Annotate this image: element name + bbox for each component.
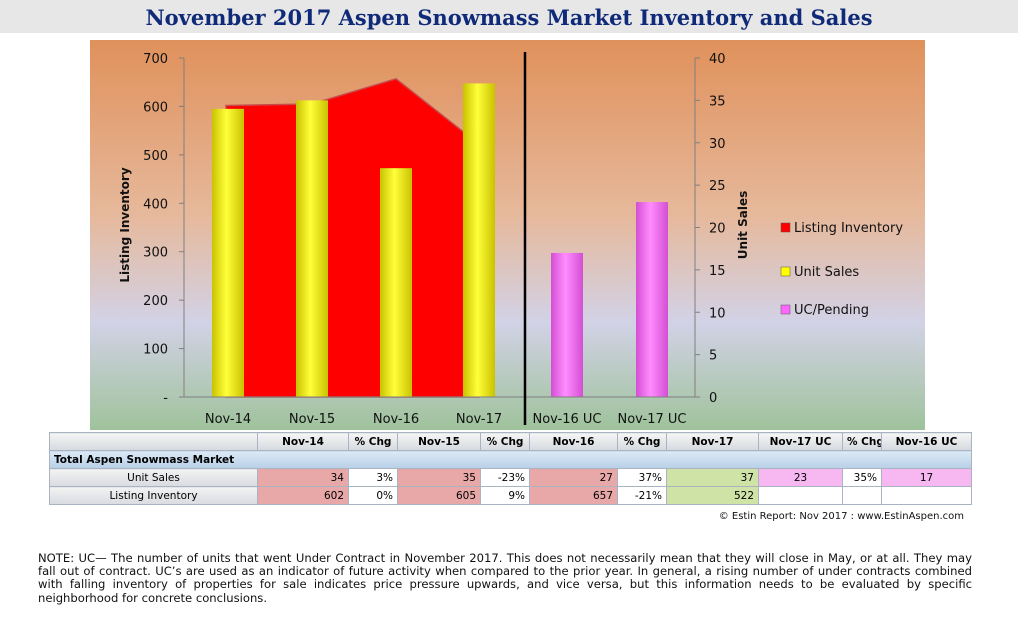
table-section-row: Total Aspen Snowmass Market [49, 450, 972, 469]
y-tick-label: - [163, 391, 168, 406]
footnote: NOTE: UC— The number of units that went … [38, 551, 972, 605]
table-cell: 23 [758, 468, 843, 487]
table-cell: 37 [666, 468, 759, 487]
table-cell: -23% [480, 468, 530, 487]
table-cell: 3% [348, 468, 398, 487]
table-cell: 27 [529, 468, 618, 487]
legend-swatch [780, 222, 791, 233]
table-cell: -21% [617, 486, 667, 505]
y-tick-label: 200 [143, 294, 168, 309]
legend-swatch [780, 266, 791, 277]
table-cell [758, 486, 843, 505]
x-tick-label: Nov-17 UC [618, 412, 687, 427]
unit-sales-bar [212, 108, 244, 397]
table-row: Listing Inventory 602 0% 605 9% 657 -21% 522 [49, 486, 972, 505]
y-tick-label: 100 [143, 343, 168, 358]
table-cell: 522 [666, 486, 759, 505]
market-table-container: Nov-14% Chg Nov-15% Chg Nov-16% Chg Nov-17 N… [49, 432, 972, 505]
y2-tick-label: 10 [709, 306, 726, 321]
row-label: Unit Sales [49, 468, 258, 487]
x-tick-label: Nov-14 [205, 412, 251, 427]
x-tick-label: Nov-15 [289, 412, 335, 427]
y-tick-label: 600 [143, 100, 168, 115]
market-table: Nov-14% Chg Nov-15% Chg Nov-16% Chg Nov-17 N… [49, 432, 972, 505]
right-axis: 0 5 10 15 20 25 30 35 40 [694, 52, 726, 406]
row-label: Listing Inventory [49, 486, 258, 505]
table-header-cell: Nov-14 [257, 432, 349, 451]
table-header-cell: Nov-17 UC [758, 432, 843, 451]
table-header-cell [49, 432, 258, 451]
y-tick-label: 700 [143, 52, 168, 67]
bars-group [212, 83, 668, 398]
y-tick-label: 300 [143, 246, 168, 261]
unit-sales-bar [380, 168, 412, 397]
y2-tick-label: 15 [709, 264, 726, 279]
y2-tick-label: 30 [709, 137, 726, 152]
x-tick-label: Nov-16 [373, 412, 419, 427]
table-header-cell: Nov-16 UC [881, 432, 972, 451]
x-tick-label: Nov-16 UC [533, 412, 602, 427]
listing-inventory-series [225, 77, 480, 398]
table-cell: 657 [529, 486, 618, 505]
table-header-cell: Nov-15 [397, 432, 481, 451]
legend-swatch [780, 304, 791, 315]
y-tick-label: 400 [143, 197, 168, 212]
table-header-cell: % Chg [480, 432, 530, 451]
table-cell [881, 486, 972, 505]
x-tick-label: Nov-17 [456, 412, 502, 427]
table-cell: 605 [397, 486, 481, 505]
table-header-cell: % Chg [348, 432, 398, 451]
y2-tick-label: 5 [709, 349, 717, 364]
left-axis: - 100 200 300 400 500 600 700 [143, 52, 185, 406]
unit-sales-bar [463, 83, 495, 398]
y2-tick-label: 0 [709, 391, 717, 406]
table-header-cell: Nov-16 [529, 432, 618, 451]
legend: Listing Inventory Unit Sales UC/Pending [780, 221, 903, 318]
y2-axis-title: Unit Sales [736, 191, 750, 259]
credit-line: © Estin Report: Nov 2017 : www.EstinAspe… [718, 511, 964, 522]
page-title: November 2017 Aspen Snowmass Market Inve… [0, 0, 1018, 33]
y-tick-label: 500 [143, 149, 168, 164]
table-row: Unit Sales 34 3% 35 -23% 27 37% 37 23 35% 17 [49, 468, 972, 487]
table-cell: 9% [480, 486, 530, 505]
legend-label: Unit Sales [794, 265, 859, 280]
y-axis-title: Listing Inventory [118, 167, 132, 282]
unit-sales-bar [296, 100, 328, 397]
table-header-cell: % Chg [617, 432, 667, 451]
table-cell: 0% [348, 486, 398, 505]
y2-tick-label: 40 [709, 52, 726, 67]
uc-pending-bar [551, 252, 583, 397]
table-cell: 37% [617, 468, 667, 487]
table-cell: 602 [257, 486, 349, 505]
table-header-cell: Nov-17 [666, 432, 759, 451]
y2-tick-label: 25 [709, 179, 726, 194]
y2-tick-label: 20 [709, 222, 726, 237]
listing-inventory-area [225, 77, 480, 398]
table-cell: 17 [881, 468, 972, 487]
x-axis: Nov-14 Nov-15 Nov-16 Nov-17 Nov-16 UC Nov-17 … [184, 396, 695, 427]
table-cell: 35 [397, 468, 481, 487]
table-cell [842, 486, 882, 505]
legend-label: Listing Inventory [794, 221, 903, 236]
table-cell: 34 [257, 468, 349, 487]
legend-label: UC/Pending [794, 303, 869, 318]
table-header-row: Nov-14% Chg Nov-15% Chg Nov-16% Chg Nov-17 N… [49, 432, 972, 451]
y2-tick-label: 35 [709, 94, 726, 109]
section-label: Total Aspen Snowmass Market [49, 450, 972, 469]
table-cell: 35% [842, 468, 882, 487]
table-header-cell: % Chg [842, 432, 882, 451]
uc-pending-bar [636, 202, 668, 397]
